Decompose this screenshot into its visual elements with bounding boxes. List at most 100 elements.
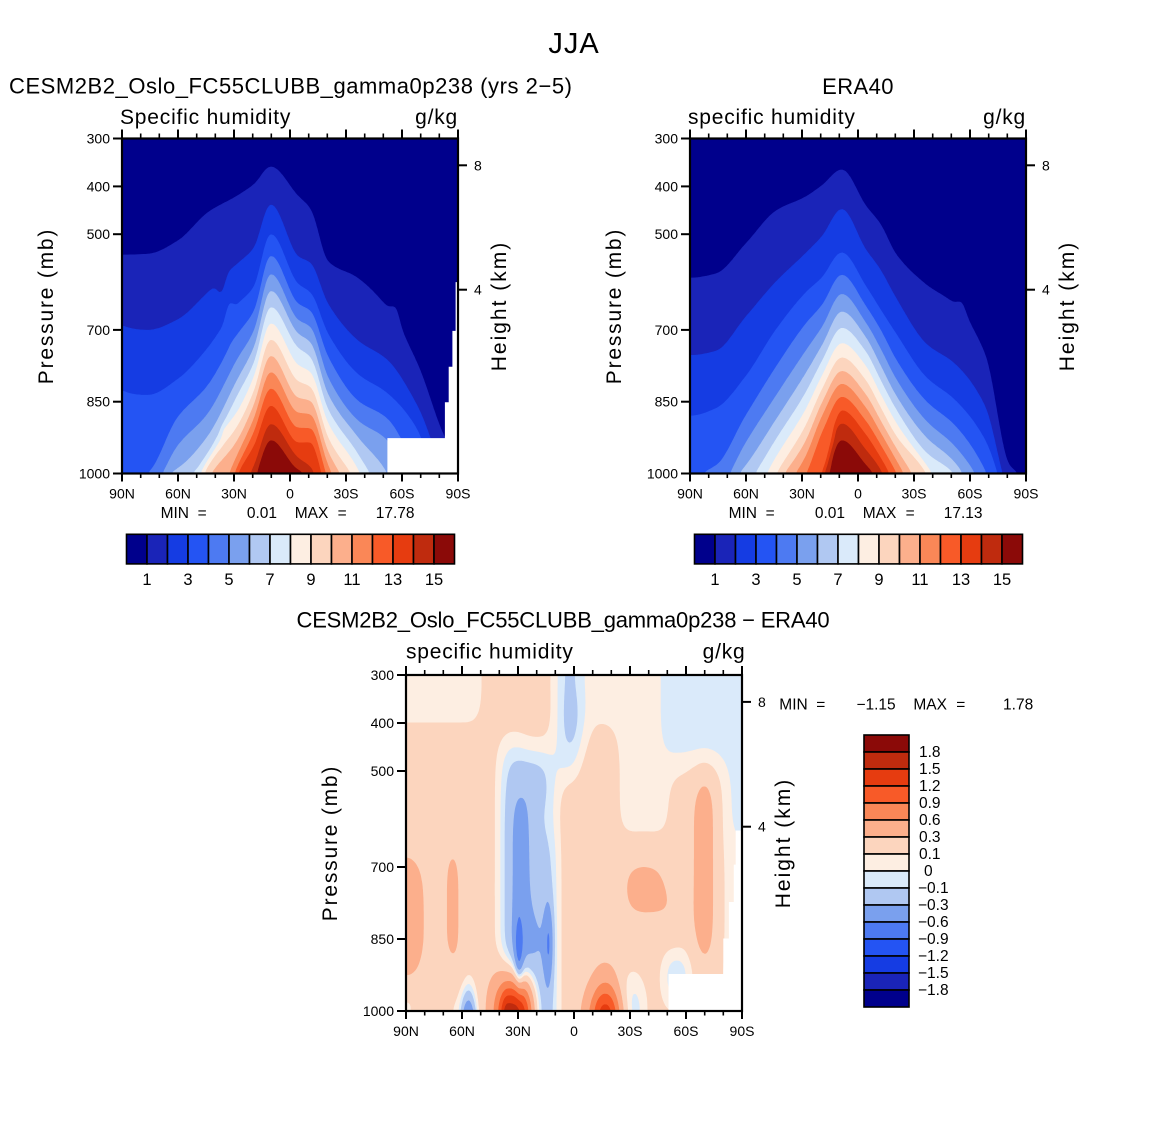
svg-text:5: 5 [792, 571, 801, 589]
svg-text:1000: 1000 [647, 466, 678, 482]
svg-text:300: 300 [371, 667, 395, 683]
svg-text:30S: 30S [334, 486, 359, 502]
svg-text:Height (km): Height (km) [772, 778, 795, 909]
svg-text:60S: 60S [958, 486, 983, 502]
svg-text:MAX: MAX [913, 697, 947, 714]
svg-text:−1.5: −1.5 [918, 965, 949, 982]
svg-text:4: 4 [1042, 282, 1050, 298]
svg-text:MIN: MIN [779, 697, 807, 714]
svg-text:8: 8 [1042, 157, 1050, 173]
svg-text:Specific humidity: Specific humidity [120, 106, 291, 129]
svg-text:MAX: MAX [863, 505, 897, 522]
svg-text:1: 1 [142, 571, 151, 589]
svg-text:0.9: 0.9 [919, 795, 941, 812]
svg-text:30N: 30N [789, 486, 815, 502]
svg-text:Pressure (mb): Pressure (mb) [319, 765, 342, 921]
svg-text:=: = [816, 697, 825, 714]
svg-text:850: 850 [371, 931, 395, 947]
svg-text:−1.2: −1.2 [918, 948, 949, 965]
svg-text:700: 700 [655, 322, 679, 338]
svg-text:9: 9 [874, 571, 883, 589]
svg-text:7: 7 [265, 571, 274, 589]
svg-text:11: 11 [911, 571, 928, 589]
svg-text:850: 850 [655, 394, 679, 410]
svg-text:−0.3: −0.3 [918, 897, 949, 914]
svg-text:90N: 90N [677, 486, 703, 502]
svg-text:0.01: 0.01 [247, 505, 277, 522]
svg-text:13: 13 [952, 571, 970, 589]
svg-text:CESM2B2_Oslo_FC55CLUBB_gamma0p: CESM2B2_Oslo_FC55CLUBB_gamma0p238 (yrs 2… [9, 74, 573, 99]
svg-text:0: 0 [570, 1023, 578, 1039]
svg-text:=: = [766, 505, 775, 522]
svg-text:0.01: 0.01 [815, 505, 845, 522]
svg-text:60N: 60N [165, 486, 191, 502]
svg-text:−0.6: −0.6 [918, 914, 949, 931]
svg-text:ERA40: ERA40 [822, 74, 894, 99]
svg-text:=: = [338, 505, 347, 522]
svg-text:MAX: MAX [295, 505, 329, 522]
svg-text:300: 300 [87, 131, 111, 147]
svg-text:=: = [198, 505, 207, 522]
svg-text:g/kg: g/kg [703, 641, 746, 664]
svg-text:300: 300 [655, 131, 679, 147]
svg-text:0.6: 0.6 [919, 812, 941, 829]
svg-text:15: 15 [993, 571, 1011, 589]
svg-text:1.78: 1.78 [1003, 697, 1033, 714]
svg-text:=: = [906, 505, 915, 522]
svg-text:=: = [956, 697, 965, 714]
svg-text:17.78: 17.78 [376, 505, 415, 522]
svg-text:500: 500 [655, 226, 679, 242]
svg-text:3: 3 [183, 571, 192, 589]
svg-text:700: 700 [87, 322, 111, 338]
svg-text:60N: 60N [449, 1023, 475, 1039]
svg-text:17.13: 17.13 [944, 505, 983, 522]
svg-text:Height (km): Height (km) [488, 241, 511, 372]
svg-text:700: 700 [371, 859, 395, 875]
svg-text:3: 3 [751, 571, 760, 589]
svg-text:60N: 60N [733, 486, 759, 502]
svg-text:Height (km): Height (km) [1056, 241, 1079, 372]
svg-text:1000: 1000 [79, 466, 110, 482]
svg-text:−1.15: −1.15 [856, 697, 895, 714]
svg-text:500: 500 [87, 226, 111, 242]
svg-text:4: 4 [758, 819, 766, 835]
svg-text:5: 5 [224, 571, 233, 589]
svg-text:90S: 90S [730, 1023, 755, 1039]
svg-text:Pressure (mb): Pressure (mb) [35, 228, 58, 384]
svg-text:1000: 1000 [363, 1003, 394, 1019]
svg-text:7: 7 [833, 571, 842, 589]
svg-text:−0.9: −0.9 [918, 931, 949, 948]
svg-text:90N: 90N [109, 486, 135, 502]
svg-text:90S: 90S [1014, 486, 1039, 502]
svg-text:MIN: MIN [161, 505, 189, 522]
svg-text:1.8: 1.8 [919, 744, 941, 761]
svg-text:30S: 30S [902, 486, 927, 502]
svg-text:30N: 30N [505, 1023, 531, 1039]
svg-text:30N: 30N [221, 486, 247, 502]
svg-text:g/kg: g/kg [415, 106, 458, 129]
svg-text:60S: 60S [674, 1023, 699, 1039]
svg-text:8: 8 [758, 694, 766, 710]
svg-text:−1.8: −1.8 [918, 982, 949, 999]
svg-text:4: 4 [474, 282, 482, 298]
svg-text:1.2: 1.2 [919, 778, 941, 795]
svg-text:1: 1 [710, 571, 719, 589]
svg-text:0: 0 [854, 486, 862, 502]
svg-text:30S: 30S [618, 1023, 643, 1039]
svg-text:400: 400 [371, 715, 395, 731]
svg-text:90S: 90S [446, 486, 471, 502]
svg-text:JJA: JJA [548, 28, 599, 60]
svg-text:−0.1: −0.1 [918, 880, 949, 897]
svg-text:400: 400 [87, 178, 111, 194]
svg-text:1.5: 1.5 [919, 761, 941, 778]
svg-text:specific humidity: specific humidity [406, 641, 574, 664]
svg-text:15: 15 [425, 571, 443, 589]
svg-text:0.1: 0.1 [919, 846, 941, 863]
svg-text:0: 0 [286, 486, 294, 502]
svg-text:specific humidity: specific humidity [688, 106, 856, 129]
svg-text:CESM2B2_Oslo_FC55CLUBB_gamma0p: CESM2B2_Oslo_FC55CLUBB_gamma0p238 − ERA4… [297, 608, 830, 633]
svg-text:13: 13 [384, 571, 402, 589]
svg-text:MIN: MIN [729, 505, 757, 522]
svg-text:g/kg: g/kg [983, 106, 1026, 129]
svg-text:8: 8 [474, 157, 482, 173]
